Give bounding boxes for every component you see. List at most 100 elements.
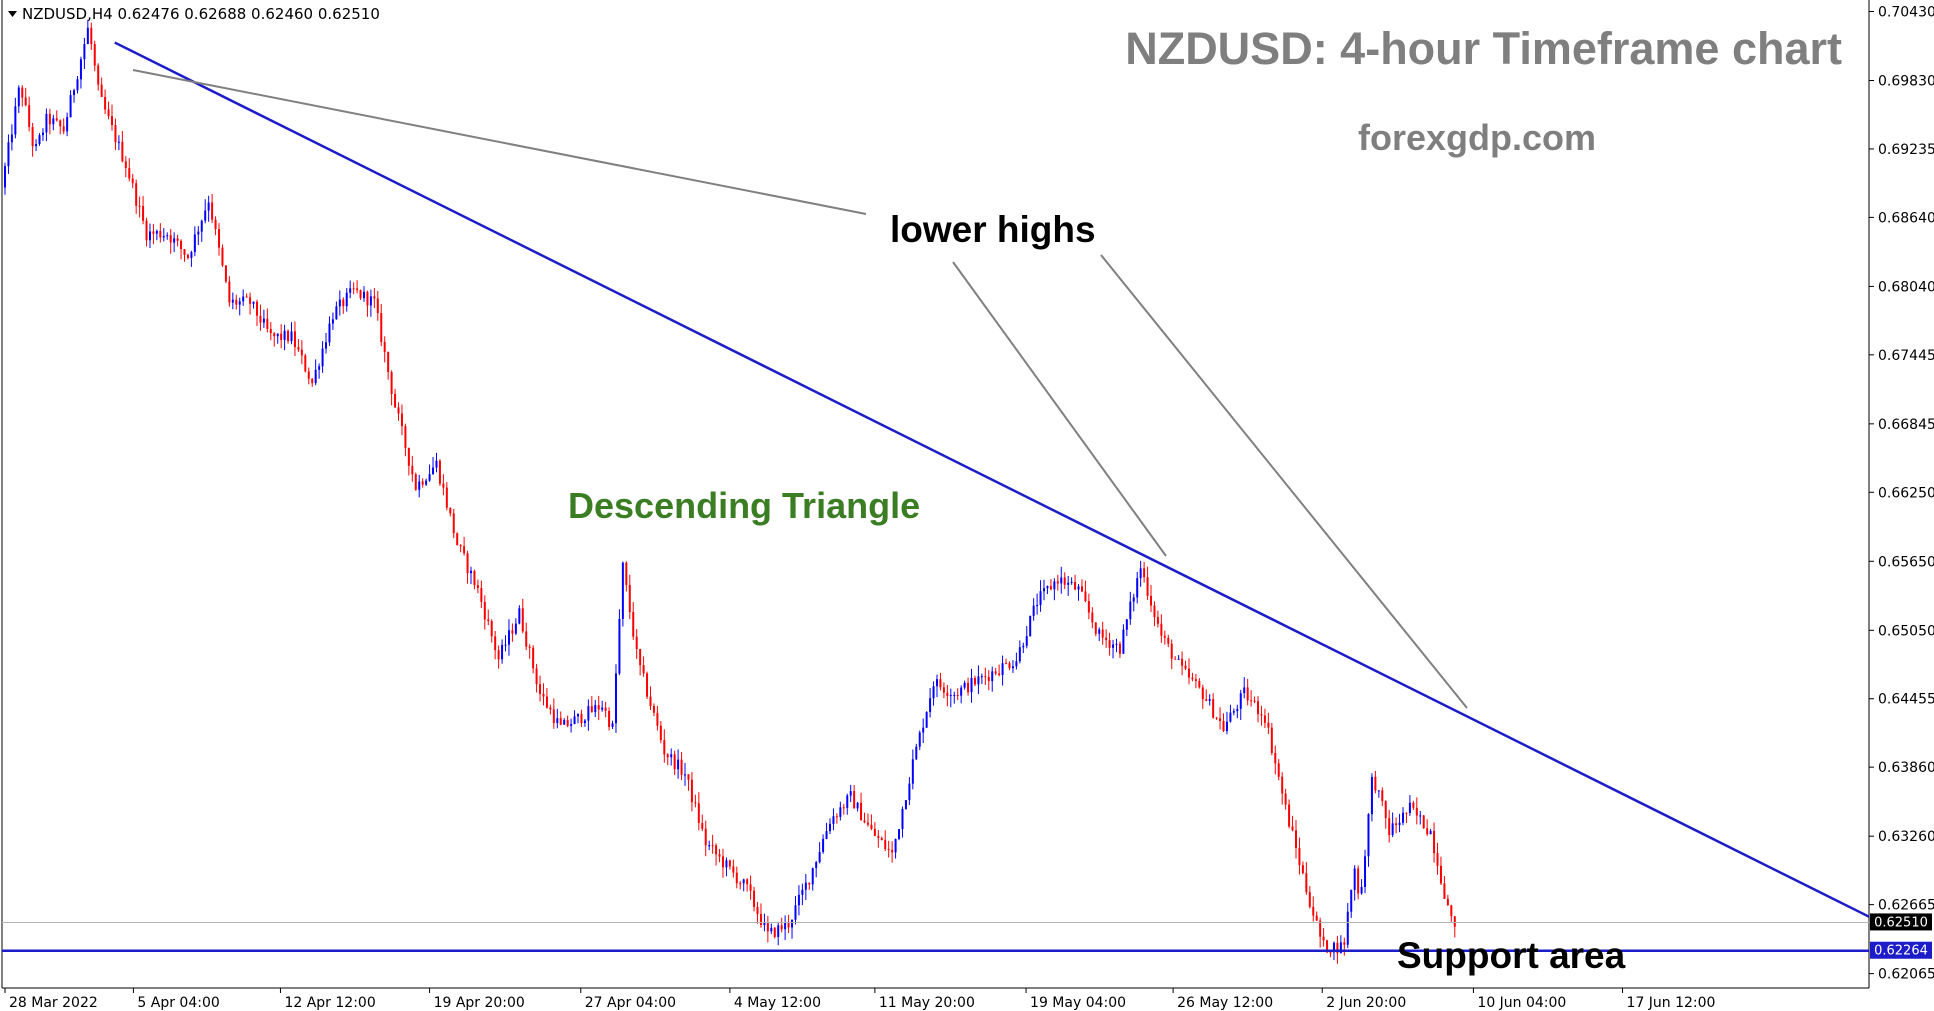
candle-body: [31, 127, 34, 147]
candle-body: [721, 856, 724, 868]
candle-body: [1364, 856, 1367, 887]
candle-body: [400, 413, 403, 427]
candle-body: [1284, 793, 1287, 805]
dropdown-triangle-icon: [8, 11, 17, 17]
candle-body: [828, 823, 831, 832]
candle-body: [797, 894, 800, 906]
candle-body: [342, 299, 345, 307]
time-tick-label: 12 Apr 12:00: [284, 995, 375, 1011]
candle-body: [138, 205, 141, 207]
candle-body: [759, 914, 762, 926]
candle-body: [73, 90, 76, 96]
candle-body: [1315, 915, 1318, 921]
candle-body: [128, 168, 131, 179]
candle-body: [1398, 822, 1401, 826]
lower-highs-label: lower highs: [890, 209, 1096, 250]
candle-body: [611, 723, 614, 727]
candle-body: [14, 106, 17, 135]
candle-body: [211, 202, 214, 220]
candle-body: [335, 306, 338, 320]
candle-body: [804, 882, 807, 890]
candle-body: [59, 120, 62, 127]
candle-body: [973, 677, 976, 685]
candle-body: [1132, 597, 1135, 602]
candle-body: [45, 113, 48, 133]
candle-body: [1360, 886, 1363, 894]
candle-body: [1205, 699, 1208, 701]
candle-body: [1367, 814, 1370, 857]
time-tick-label: 19 Apr 20:00: [434, 995, 525, 1011]
candle-body: [1143, 568, 1146, 578]
candle-body: [960, 687, 963, 696]
candle-body: [566, 720, 569, 726]
candle-body: [90, 27, 93, 45]
candle-body: [528, 646, 531, 648]
candle-body: [873, 828, 876, 836]
candle-body: [276, 333, 279, 337]
candle-body: [904, 800, 907, 809]
candle-body: [369, 296, 372, 306]
candle-body: [10, 134, 13, 143]
candle-body: [1074, 582, 1077, 590]
candle-body: [1229, 712, 1232, 722]
candle-body: [287, 330, 290, 342]
candle-body: [801, 889, 804, 895]
candle-body: [1070, 582, 1073, 584]
candle-body: [48, 113, 51, 125]
candle-body: [977, 676, 980, 685]
candle-body: [856, 802, 859, 809]
candle-body: [1336, 942, 1339, 954]
candle-body: [635, 636, 638, 650]
candle-body: [1415, 807, 1418, 816]
candle-body: [452, 513, 455, 534]
price-tick-label: 0.64455: [1878, 692, 1934, 708]
candle-body: [1250, 700, 1253, 702]
price-tick-label: 0.63260: [1878, 829, 1934, 845]
candle-body: [111, 116, 114, 126]
candle-body: [639, 649, 642, 666]
candle-body: [604, 707, 607, 711]
candle-body: [552, 709, 555, 724]
candle-body: [514, 623, 517, 634]
candle-body: [732, 866, 735, 873]
current-price-tag-box: [1870, 913, 1932, 931]
candle-body: [539, 684, 542, 694]
site-watermark: forexgdp.com: [1358, 117, 1596, 158]
candle-body: [701, 822, 704, 829]
candle-body: [953, 695, 956, 697]
candle-body: [991, 671, 994, 682]
candle-body: [1388, 818, 1391, 835]
candle-body: [435, 460, 438, 468]
candle-body: [1395, 823, 1398, 826]
candle-body: [228, 281, 231, 303]
candle-body: [1274, 752, 1277, 764]
candle-body: [784, 922, 787, 930]
candle-body: [1408, 802, 1411, 814]
candle-body: [680, 759, 683, 775]
candle-body: [818, 851, 821, 863]
candle-body: [300, 349, 303, 356]
candle-body: [1005, 663, 1008, 665]
candle-body: [811, 868, 814, 885]
candle-body: [62, 126, 65, 132]
candle-body: [1281, 776, 1284, 794]
candle-body: [1232, 711, 1235, 713]
candle-body: [628, 584, 631, 613]
candle-body: [349, 288, 352, 293]
candle-body: [1433, 830, 1436, 854]
candle-body: [252, 301, 255, 304]
candle-body: [173, 238, 176, 243]
candle-body: [1184, 665, 1187, 669]
candle-body: [621, 562, 624, 619]
candle-body: [407, 447, 410, 466]
candle-body: [1277, 763, 1280, 777]
candle-body: [884, 839, 887, 850]
candle-body: [231, 299, 234, 303]
candle-body: [4, 166, 6, 188]
candle-body: [1087, 601, 1090, 613]
candle-body: [1043, 588, 1046, 592]
candle-body: [476, 585, 479, 588]
current-price-tag-text: 0.62510: [1874, 915, 1928, 930]
candle-body: [376, 298, 379, 314]
candle-body: [825, 831, 828, 839]
